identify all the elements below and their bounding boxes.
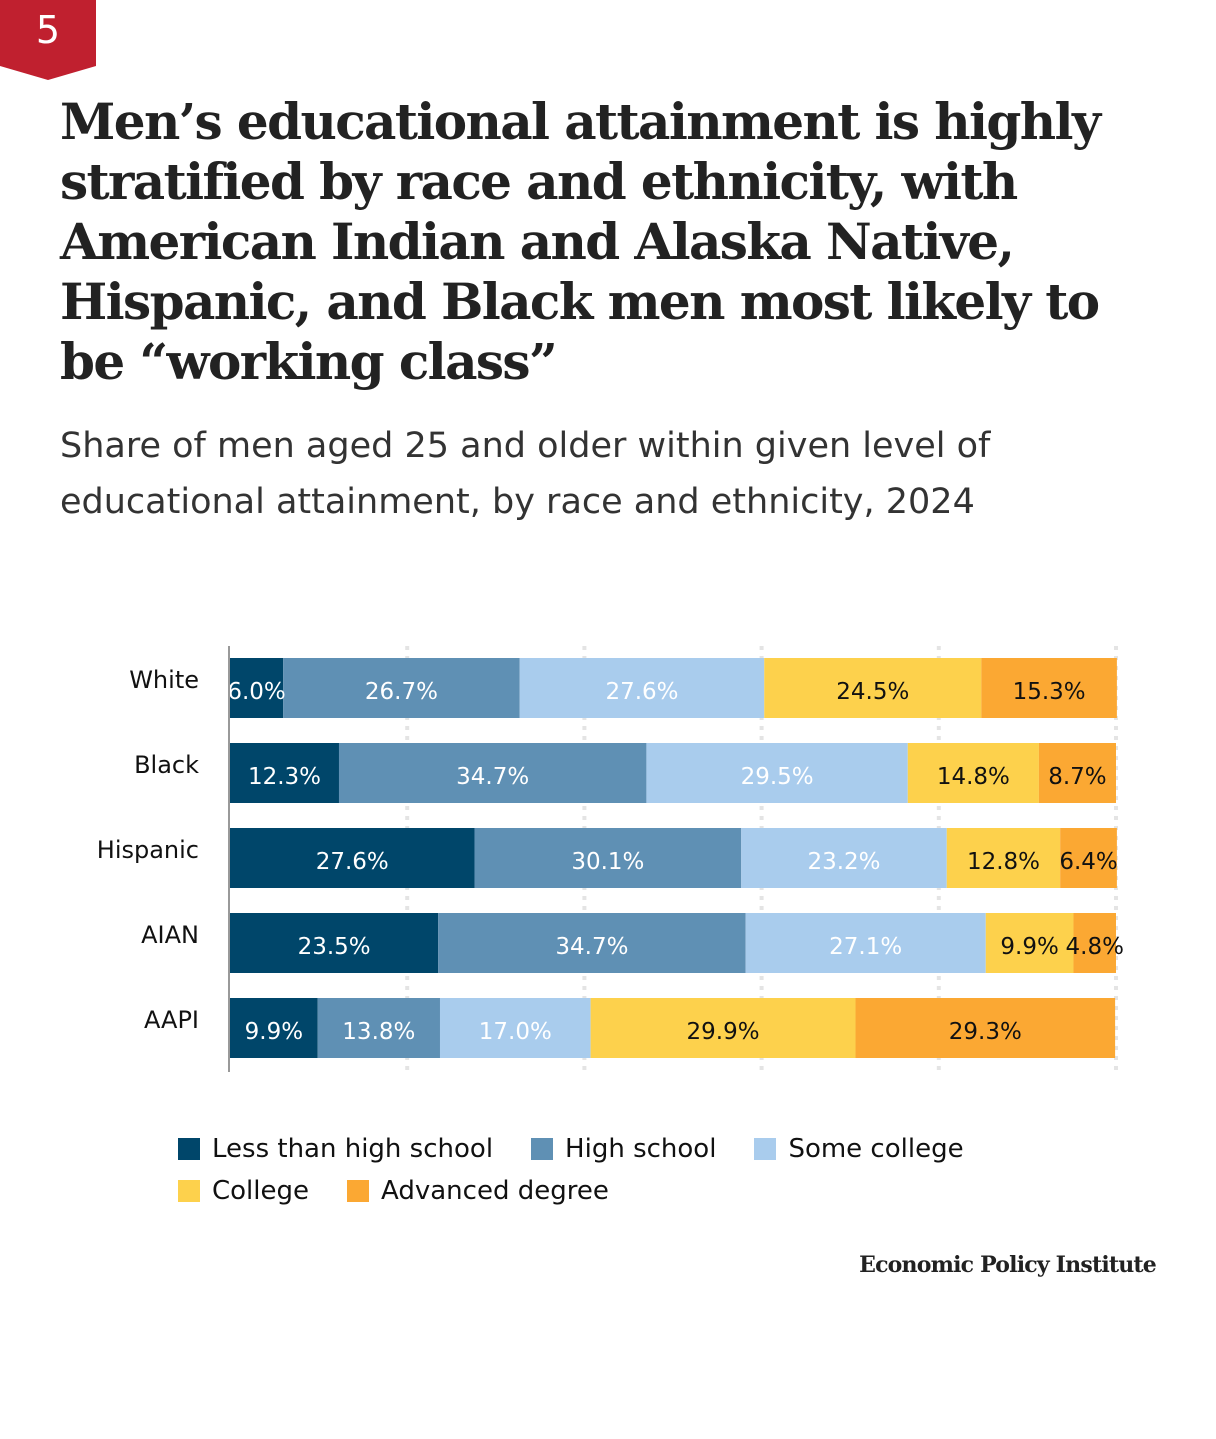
legend-swatch <box>347 1180 370 1202</box>
data-label: 27.1% <box>829 934 902 960</box>
bar-segment <box>981 658 1117 718</box>
data-label: 4.8% <box>1066 934 1124 960</box>
bar-segment <box>946 828 1061 888</box>
data-label: 9.9% <box>1000 934 1058 960</box>
bar-segment <box>590 998 856 1058</box>
bar-segment <box>230 998 318 1058</box>
legend-label: Some college <box>788 1134 964 1164</box>
source-credit: Economic Policy Institute <box>859 1252 1157 1278</box>
data-label: 23.5% <box>298 934 371 960</box>
bar-segment <box>283 658 520 718</box>
data-label: 23.2% <box>807 849 880 875</box>
bar-segment <box>317 998 440 1058</box>
legend-item-less-than-high-school: Less than high school <box>178 1134 493 1164</box>
data-label: 29.5% <box>741 764 814 790</box>
stacked-bar-chart: 6.0% 26.7% 27.6% 24.5% 15.3%12.3% 34.7% 29.5% 1… <box>97 646 1124 1072</box>
legend-label: Advanced degree <box>381 1176 609 1206</box>
category-label: Hispanic <box>97 836 199 864</box>
data-label: 12.3% <box>248 764 321 790</box>
bar-segment <box>855 998 1116 1058</box>
bar-segment <box>519 658 765 718</box>
legend-row: Less than high school High school Some c… <box>178 1128 1078 1170</box>
legend: Less than high school High school Some c… <box>178 1128 1078 1212</box>
bar-segment <box>745 913 986 973</box>
data-label: 13.8% <box>342 1019 415 1045</box>
bar-segment <box>230 743 339 803</box>
legend-label: High school <box>565 1134 717 1164</box>
data-label: 24.5% <box>836 679 909 705</box>
chart-subtitle: Share of men aged 25 and older within gi… <box>60 426 991 522</box>
category-labels: White Black Hispanic AIAN AAPI <box>97 666 199 1034</box>
category-label: AAPI <box>144 1006 199 1034</box>
legend-item-some-college: Some college <box>754 1134 964 1164</box>
data-label: 14.8% <box>937 764 1010 790</box>
bar-segment <box>474 828 742 888</box>
category-label: White <box>129 666 199 694</box>
legend-swatch <box>178 1180 200 1202</box>
bar-segment <box>985 913 1074 973</box>
category-label: AIAN <box>141 921 199 949</box>
bar-segment <box>230 913 439 973</box>
bar-segment <box>1038 743 1116 803</box>
data-label: 6.0% <box>227 679 285 705</box>
legend-item-high-school: High school <box>531 1134 716 1164</box>
legend-swatch <box>531 1138 554 1160</box>
data-label: 15.3% <box>1013 679 1086 705</box>
data-label: 9.9% <box>245 1019 303 1045</box>
bar-segment <box>438 913 746 973</box>
data-label: 29.3% <box>949 1019 1022 1045</box>
bar-segment <box>1073 913 1116 973</box>
data-label: 6.4% <box>1059 849 1117 875</box>
category-label: Black <box>134 751 199 779</box>
bar-group-white: 6.0% 26.7% 27.6% 24.5% 15.3% <box>227 658 1117 718</box>
data-label: 17.0% <box>479 1019 552 1045</box>
data-label: 27.6% <box>605 679 678 705</box>
bar-segment <box>439 998 591 1058</box>
bar-group-aapi: 9.9% 13.8% 17.0% 29.9% 29.3% <box>230 998 1116 1058</box>
bar-segment <box>230 658 284 718</box>
data-label: 8.7% <box>1048 764 1106 790</box>
data-label: 26.7% <box>365 679 438 705</box>
bar-segment <box>741 828 947 888</box>
legend-swatch <box>178 1138 200 1160</box>
data-label: 34.7% <box>456 764 529 790</box>
bar-segment <box>1060 828 1117 888</box>
data-label: 30.1% <box>571 849 644 875</box>
bars: 6.0% 26.7% 27.6% 24.5% 15.3%12.3% 34.7% 29.5% 1… <box>227 658 1124 1058</box>
legend-label: Less than high school <box>212 1134 494 1164</box>
data-label: 27.6% <box>316 849 389 875</box>
bar-segment <box>230 828 475 888</box>
bar-segment <box>646 743 908 803</box>
bar-group-aian: 23.5% 34.7% 27.1% 9.9% 4.8% <box>230 913 1124 973</box>
chart-title: Men’s educational attainment is highly s… <box>60 92 1101 391</box>
data-label: 34.7% <box>555 934 628 960</box>
bar-group-black: 12.3% 34.7% 29.5% 14.8% 8.7% <box>230 743 1116 803</box>
legend-item-advanced-degree: Advanced degree <box>347 1176 609 1206</box>
legend-row: College Advanced degree <box>178 1170 1078 1212</box>
bar-segment <box>907 743 1039 803</box>
chart-number-badge <box>0 0 96 80</box>
legend-swatch <box>754 1138 777 1160</box>
data-label: 29.9% <box>687 1019 760 1045</box>
legend-item-college: College <box>178 1176 309 1206</box>
chart-number: 5 <box>35 8 61 52</box>
bar-segment <box>764 658 982 718</box>
data-label: 12.8% <box>967 849 1040 875</box>
bar-group-hispanic: 27.6% 30.1% 23.2% 12.8% 6.4% <box>230 828 1118 888</box>
legend-label: College <box>212 1176 310 1206</box>
bar-segment <box>338 743 647 803</box>
